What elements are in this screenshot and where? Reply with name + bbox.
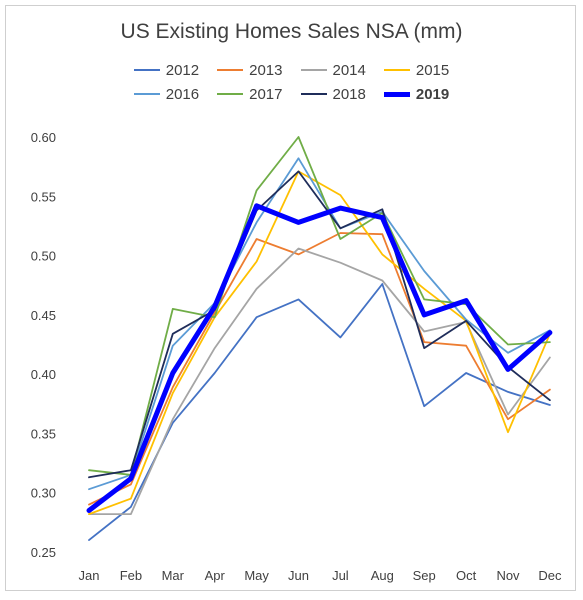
legend-item-2012: 2012	[133, 61, 200, 79]
y-tick-label: 0.30	[31, 486, 56, 501]
x-tick-label: Feb	[120, 568, 142, 583]
x-tick-label: Dec	[538, 568, 562, 583]
series-line-2017	[88, 136, 551, 476]
series-line-2019	[86, 203, 553, 513]
legend-item-2015: 2015	[383, 61, 450, 79]
legend-label: 2012	[165, 61, 200, 79]
legend-swatch	[133, 93, 160, 95]
x-tick-label: Sep	[413, 568, 436, 583]
legend-label: 2016	[165, 85, 200, 103]
series-line-2013	[88, 232, 551, 506]
legend-label: 2014	[332, 61, 366, 79]
x-tick-label: Jul	[332, 568, 349, 583]
legend-swatch	[383, 91, 410, 97]
x-tick-label: May	[244, 568, 269, 583]
legend-swatch	[217, 69, 244, 71]
legend-row: 2012 2013 2014 2015	[6, 58, 577, 82]
legend-label: 2013	[249, 61, 283, 79]
legend-item-2014: 2014	[300, 61, 366, 79]
chart-title: US Existing Homes Sales NSA (mm)	[120, 20, 463, 43]
y-tick-label: 0.45	[31, 308, 56, 323]
legend-swatch	[133, 69, 160, 71]
legend-row: 2016 2017 2018 2019	[6, 82, 577, 106]
y-tick-label: 0.25	[31, 545, 56, 560]
x-tick-label: Oct	[456, 568, 477, 583]
legend: 2012 2013 2014 2015 2016 2017 2018 2019	[6, 58, 577, 106]
legend-item-2016: 2016	[133, 85, 200, 103]
legend-swatch	[383, 69, 410, 71]
legend-swatch	[217, 93, 244, 95]
series-line-2016	[88, 157, 551, 491]
x-tick-label: Mar	[162, 568, 185, 583]
y-tick-label: 0.35	[31, 426, 56, 441]
y-tick-label: 0.55	[31, 189, 56, 204]
x-tick-label: Jun	[288, 568, 309, 583]
x-tick-label: Aug	[371, 568, 394, 583]
x-tick-label: Jan	[79, 568, 100, 583]
legend-item-2017: 2017	[217, 85, 283, 103]
y-tick-label: 0.50	[31, 249, 56, 264]
chart-frame: US Existing Homes Sales NSA (mm) 2012 201…	[5, 5, 576, 591]
legend-label: 2018	[332, 85, 366, 103]
legend-label: 2015	[415, 61, 450, 79]
series-line-2015	[88, 170, 551, 515]
legend-item-2019: 2019	[383, 85, 450, 103]
y-tick-label: 0.60	[31, 130, 56, 145]
legend-item-2013: 2013	[217, 61, 283, 79]
legend-item-2018: 2018	[300, 85, 366, 103]
legend-label: 2019	[415, 85, 450, 103]
x-tick-label: Nov	[496, 568, 520, 583]
legend-swatch	[300, 69, 327, 71]
x-tick-label: Apr	[205, 568, 226, 583]
legend-label: 2017	[249, 85, 283, 103]
legend-swatch	[300, 93, 327, 95]
y-tick-label: 0.40	[31, 367, 56, 382]
series-line-2018	[88, 170, 551, 479]
